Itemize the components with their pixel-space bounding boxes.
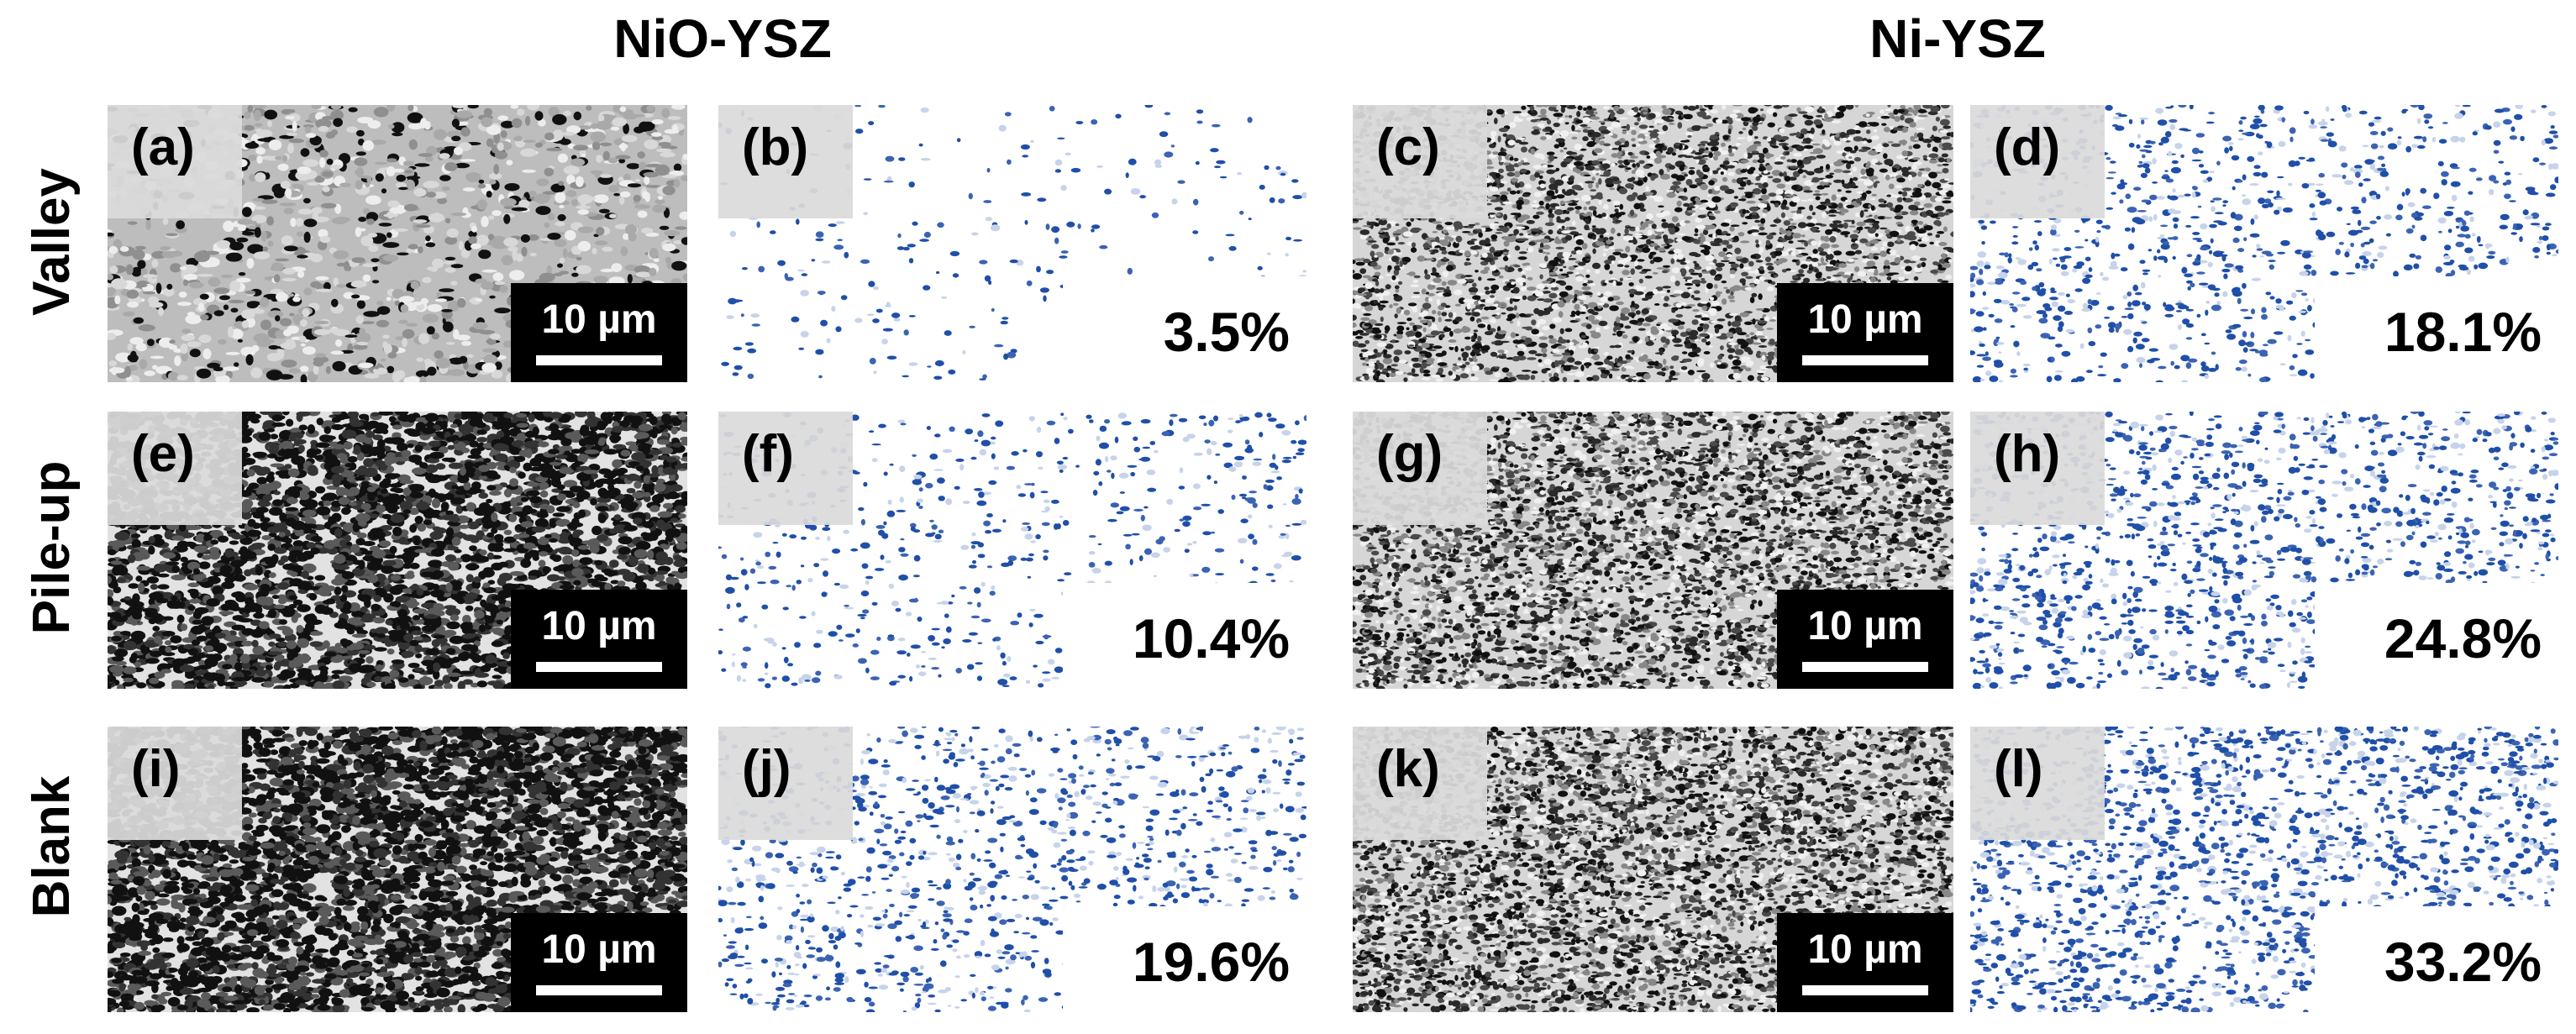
scale-bar: 10 µm: [511, 283, 687, 382]
panel-label: (h): [1994, 425, 2060, 484]
panel-i-sem-image: (i) 10 µm: [108, 727, 687, 1012]
scale-bar-line: [536, 662, 662, 672]
scale-bar-line: [1802, 985, 1928, 995]
porosity-value: 18.1%: [2384, 300, 2542, 364]
scale-bar: 10 µm: [1777, 283, 1953, 382]
panel-label-box: (h): [1970, 412, 2105, 525]
porosity-value: 10.4%: [1133, 606, 1290, 670]
scale-bar: 10 µm: [511, 590, 687, 689]
panel-label-box: (e): [108, 412, 242, 525]
porosity-value-box: 19.6%: [1063, 906, 1306, 1012]
porosity-value: 3.5%: [1164, 300, 1290, 364]
sem-micrograph-texture: [108, 105, 687, 382]
panel-label: (b): [742, 118, 808, 177]
scale-bar-line: [1802, 355, 1928, 365]
scale-bar: 10 µm: [511, 913, 687, 1012]
scale-bar-label: 10 µm: [511, 601, 687, 652]
panel-label: (j): [742, 740, 791, 799]
scale-bar-label: 10 µm: [1777, 601, 1953, 652]
panel-label: (e): [131, 425, 195, 484]
panel-a-sem-image: (a) 10 µm: [108, 105, 687, 382]
panel-label: (k): [1376, 740, 1440, 799]
panel-g-sem-image: (g) 10 µm: [1353, 412, 1953, 689]
scale-bar-label: 10 µm: [1777, 295, 1953, 345]
panel-label-box: (c): [1353, 105, 1487, 218]
porosity-value: 19.6%: [1133, 930, 1290, 994]
column-header-ni-ysz: Ni-YSZ: [1832, 5, 2084, 72]
panel-f-porosity-map: (f) 10.4%: [718, 412, 1306, 689]
panel-label: (i): [131, 740, 181, 799]
scale-bar: 10 µm: [1777, 913, 1953, 1012]
panel-d-porosity-map: (d) 18.1%: [1970, 105, 2558, 382]
panel-j-porosity-map: (j) 19.6%: [718, 727, 1306, 1012]
porosity-value-box: 24.8%: [2315, 583, 2558, 689]
panel-c-sem-image: (c) 10 µm: [1353, 105, 1953, 382]
panel-label: (a): [131, 118, 195, 177]
panel-label: (f): [742, 425, 794, 484]
row-label-blank: Blank: [18, 721, 86, 973]
panel-h-porosity-map: (h) 24.8%: [1970, 412, 2558, 689]
panel-b-porosity-map: (b) 3.5%: [718, 105, 1306, 382]
panel-label: (g): [1376, 425, 1443, 484]
panel-label-box: (f): [718, 412, 853, 525]
panel-k-sem-image: (k) 10 µm: [1353, 727, 1953, 1012]
panel-label-box: (k): [1353, 727, 1487, 840]
panel-e-sem-image: (e) 10 µm: [108, 412, 687, 689]
panel-label: (l): [1994, 740, 2043, 799]
porosity-value-box: 18.1%: [2315, 276, 2558, 382]
panel-label-box: (l): [1970, 727, 2105, 840]
porosity-value: 33.2%: [2384, 930, 2542, 994]
panel-label-box: (b): [718, 105, 853, 218]
scale-bar-label: 10 µm: [511, 295, 687, 345]
panel-label-box: (i): [108, 727, 242, 840]
panel-label-box: (d): [1970, 105, 2105, 218]
row-label-valley: Valley: [18, 116, 86, 368]
row-label-pile-up: Pile-up: [18, 422, 86, 674]
scale-bar-label: 10 µm: [511, 925, 687, 975]
panel-label: (d): [1994, 118, 2060, 177]
porosity-value: 24.8%: [2384, 606, 2542, 670]
panel-label-box: (j): [718, 727, 853, 840]
panel-label-box: (g): [1353, 412, 1487, 525]
column-header-nio-ysz: NiO-YSZ: [555, 5, 891, 72]
scale-bar-label: 10 µm: [1777, 925, 1953, 975]
panel-label-box: (a): [108, 105, 242, 218]
porosity-value-box: 10.4%: [1063, 583, 1306, 689]
panel-label: (c): [1376, 118, 1440, 177]
porosity-value-box: 3.5%: [1063, 276, 1306, 382]
porosity-value-box: 33.2%: [2315, 906, 2558, 1012]
scale-bar-line: [536, 355, 662, 365]
scale-bar: 10 µm: [1777, 590, 1953, 689]
scale-bar-line: [1802, 662, 1928, 672]
scale-bar-line: [536, 985, 662, 995]
panel-l-porosity-map: (l) 33.2%: [1970, 727, 2558, 1012]
